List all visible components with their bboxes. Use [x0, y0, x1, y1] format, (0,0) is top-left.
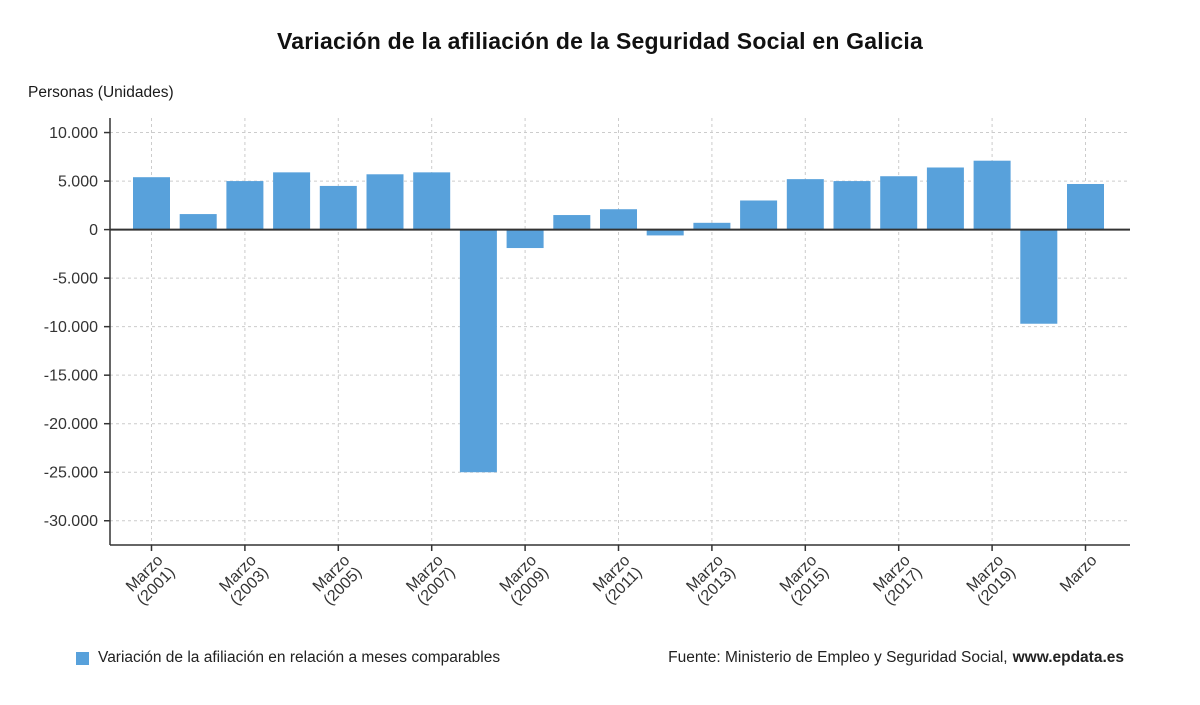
bar[interactable] [1067, 183, 1104, 230]
x-tick-label: Marzo(2015) [777, 552, 832, 609]
bar[interactable] [366, 174, 404, 230]
source-text: Fuente: Ministerio de Empleo y Seguridad… [668, 649, 1124, 667]
bar[interactable] [553, 215, 591, 230]
bar[interactable] [833, 181, 871, 230]
x-tick-label: Marzo(2019) [964, 552, 1019, 609]
bar[interactable] [880, 176, 918, 230]
y-axis-title: Personas (Unidades) [28, 84, 174, 101]
chart-footer: Variación de la afiliación en relación a… [0, 649, 1200, 667]
x-tick-label: Marzo(2005) [310, 552, 365, 609]
bar[interactable] [646, 229, 684, 236]
x-tick-label: Marzo(2007) [403, 552, 458, 609]
source-prefix: Fuente: Ministerio de Empleo y Seguridad… [668, 649, 1008, 666]
bar[interactable] [273, 172, 311, 230]
y-tick-label: 10.000 [49, 125, 98, 142]
bar[interactable] [179, 214, 217, 230]
x-tick-label: Marzo(2001) [123, 552, 178, 609]
bar[interactable] [506, 229, 544, 249]
y-tick-label: -10.000 [44, 319, 98, 336]
bar[interactable] [600, 209, 637, 230]
y-tick-label: -15.000 [44, 368, 98, 385]
bar[interactable] [413, 172, 451, 230]
bar[interactable] [1020, 229, 1058, 324]
bar[interactable] [693, 222, 731, 230]
bar[interactable] [226, 181, 264, 230]
legend-color-swatch [76, 651, 89, 665]
legend-label: Variación de la afiliación en relación a… [98, 649, 501, 666]
x-tick-label: Marzo(2011) [590, 552, 645, 608]
x-tick-label: Marzo(2017) [870, 552, 925, 609]
y-tick-label: -25.000 [44, 465, 98, 482]
x-tick-label-line: Marzo [1057, 552, 1101, 596]
bar[interactable] [133, 177, 170, 230]
x-tick-label: Marzo(2009) [497, 552, 552, 609]
y-tick-label: -5.000 [53, 271, 98, 288]
epdata-link[interactable]: www.epdata.es [1012, 649, 1124, 666]
y-tick-label: 5.000 [58, 174, 98, 191]
y-tick-label: -30.000 [44, 513, 98, 530]
legend-item[interactable]: Variación de la afiliación en relación a… [76, 649, 500, 667]
x-tick-label: Marzo [1057, 552, 1101, 596]
x-tick-label: Marzo(2003) [216, 552, 271, 609]
bar[interactable] [786, 179, 824, 230]
bar[interactable] [926, 167, 964, 230]
bar[interactable] [459, 229, 497, 473]
x-tick-label: Marzo(2013) [683, 552, 738, 609]
y-tick-label: -20.000 [44, 416, 98, 433]
y-tick-label: 0 [89, 222, 98, 239]
bar[interactable] [740, 200, 778, 230]
bar[interactable] [973, 160, 1011, 230]
bar[interactable] [319, 185, 357, 230]
chart-title: Variación de la afiliación de la Segurid… [276, 28, 924, 54]
